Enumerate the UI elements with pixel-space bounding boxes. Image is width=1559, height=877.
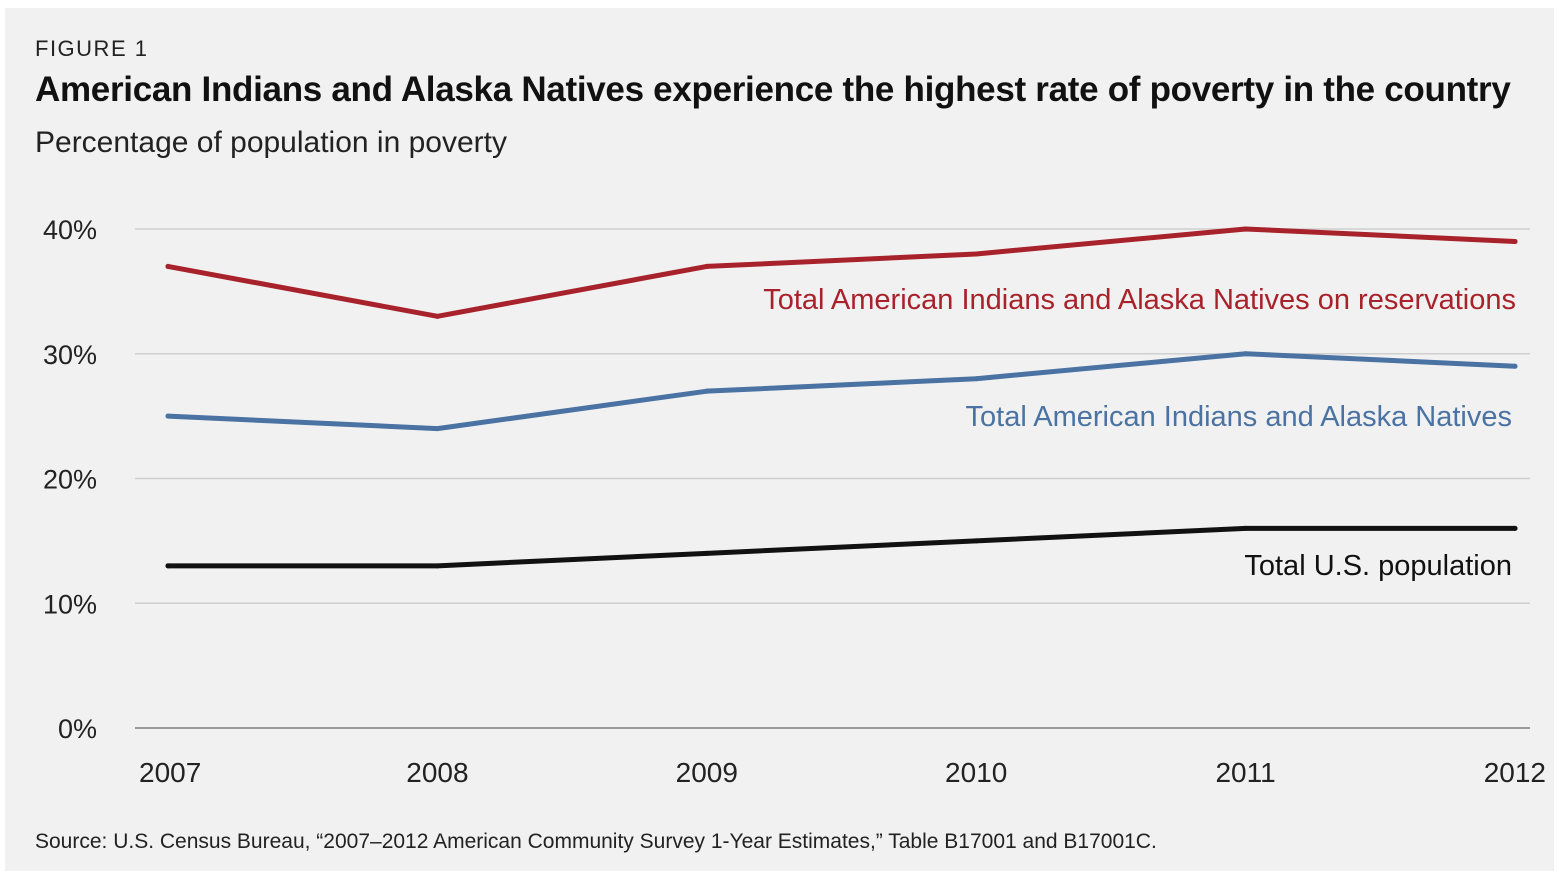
data-point bbox=[973, 376, 979, 382]
series-line bbox=[165, 226, 1518, 319]
y-tick-label: 10% bbox=[43, 589, 97, 619]
series-label: Total U.S. population bbox=[1244, 550, 1512, 582]
x-tick-label: 2007 bbox=[139, 757, 201, 788]
data-point bbox=[1243, 351, 1249, 357]
x-tick-label: 2011 bbox=[1215, 757, 1275, 788]
y-tick-label: 20% bbox=[43, 465, 97, 495]
data-point bbox=[704, 388, 710, 394]
data-point bbox=[704, 263, 710, 269]
y-tick-label: 40% bbox=[43, 215, 97, 245]
y-tick-label: 30% bbox=[43, 340, 97, 370]
x-tick-label: 2012 bbox=[1484, 757, 1546, 788]
chart-title: American Indians and Alaska Natives expe… bbox=[35, 70, 1511, 109]
data-point bbox=[165, 563, 171, 569]
data-point bbox=[1243, 525, 1249, 531]
data-point bbox=[1512, 238, 1518, 244]
x-tick-label: 2010 bbox=[945, 757, 1007, 788]
series-line bbox=[165, 525, 1518, 569]
data-point bbox=[1243, 226, 1249, 232]
data-point bbox=[1512, 525, 1518, 531]
series-line bbox=[165, 351, 1518, 432]
data-point bbox=[434, 313, 440, 319]
x-tick-label: 2008 bbox=[406, 757, 468, 788]
x-tick-label: 2009 bbox=[676, 757, 738, 788]
data-point bbox=[1512, 363, 1518, 369]
figure-panel: FIGURE 1 American Indians and Alaska Nat… bbox=[5, 8, 1554, 871]
data-point bbox=[434, 563, 440, 569]
data-point bbox=[165, 263, 171, 269]
series-label: Total American Indians and Alaska Native… bbox=[763, 284, 1516, 316]
data-point bbox=[434, 426, 440, 432]
data-point bbox=[973, 538, 979, 544]
data-point bbox=[704, 550, 710, 556]
figure-label: FIGURE 1 bbox=[35, 36, 149, 61]
data-point bbox=[165, 413, 171, 419]
source-note: Source: U.S. Census Bureau, “2007–2012 A… bbox=[35, 830, 1157, 853]
data-point bbox=[973, 251, 979, 257]
y-tick-label: 0% bbox=[58, 714, 97, 744]
series-label: Total American Indians and Alaska Native… bbox=[966, 401, 1512, 433]
line-chart: 0% 10% 20% 30% 40% 2007 2008 2009 2010 2011 2012 To… bbox=[43, 215, 1546, 788]
chart-subtitle: Percentage of population in poverty bbox=[35, 126, 507, 159]
